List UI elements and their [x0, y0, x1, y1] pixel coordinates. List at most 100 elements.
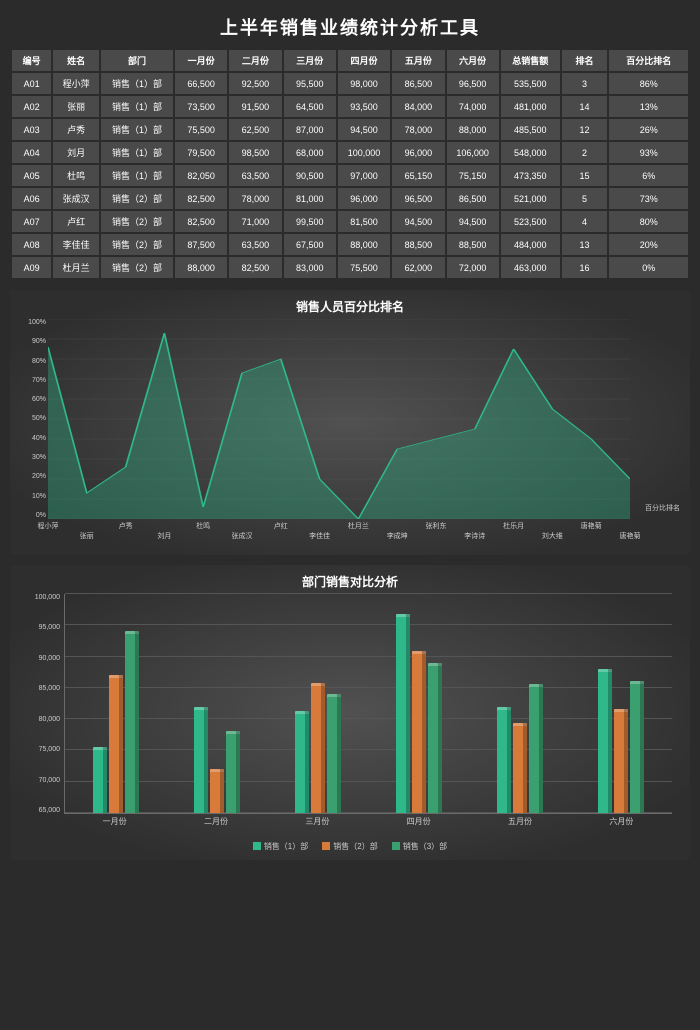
table-cell: 98,000	[338, 73, 390, 94]
table-cell: 63,500	[229, 234, 281, 255]
table-cell: 74,000	[447, 96, 499, 117]
table-cell: 80%	[609, 211, 688, 232]
table-cell: 82,500	[229, 257, 281, 278]
line-chart-xtick: 杜月兰	[348, 521, 369, 531]
table-cell: 卢红	[53, 211, 99, 232]
table-cell: 销售（1）部	[101, 165, 173, 186]
line-chart-xtick: 张成汉	[232, 531, 253, 541]
bar	[396, 614, 410, 813]
table-cell: 78,000	[392, 119, 444, 140]
table-cell: 销售（1）部	[101, 142, 173, 163]
table-cell: 83,000	[284, 257, 336, 278]
table-cell: 473,350	[501, 165, 560, 186]
table-cell: 81,500	[338, 211, 390, 232]
bar-group	[598, 669, 644, 813]
bar	[412, 651, 426, 813]
table-row: A07卢红销售（2）部82,50071,00099,50081,50094,50…	[12, 211, 688, 232]
table-header-cell: 姓名	[53, 50, 99, 71]
table-cell: 66,500	[175, 73, 227, 94]
table-cell: 93%	[609, 142, 688, 163]
table-cell: 94,500	[392, 211, 444, 232]
table-header-cell: 一月份	[175, 50, 227, 71]
bar-chart-plot	[64, 594, 672, 814]
table-cell: 94,500	[338, 119, 390, 140]
line-chart-plot	[48, 319, 630, 519]
table-cell: 6%	[609, 165, 688, 186]
table-cell: 82,500	[175, 188, 227, 209]
table-cell: 88,500	[447, 234, 499, 255]
table-cell: 96,500	[447, 73, 499, 94]
table-cell: 销售（1）部	[101, 96, 173, 117]
table-cell: 张成汉	[53, 188, 99, 209]
line-chart-title: 销售人员百分比排名	[20, 298, 680, 315]
bar-chart-xtick: 四月份	[407, 816, 431, 827]
page-title: 上半年销售业绩统计分析工具	[10, 8, 690, 48]
legend-item: 销售（3）部	[392, 841, 447, 852]
table-cell: 63,500	[229, 165, 281, 186]
table-header-row: 编号姓名部门一月份二月份三月份四月份五月份六月份总销售额排名百分比排名	[12, 50, 688, 71]
table-cell: 87,000	[284, 119, 336, 140]
bar	[194, 707, 208, 813]
table-cell: 78,000	[229, 188, 281, 209]
line-chart-xtick: 李诗诗	[464, 531, 485, 541]
table-header-cell: 排名	[562, 50, 608, 71]
table-cell: 销售（2）部	[101, 257, 173, 278]
line-chart-xtick: 卢红	[274, 521, 288, 531]
table-cell: 刘月	[53, 142, 99, 163]
table-cell: 86,500	[392, 73, 444, 94]
table-cell: 64,500	[284, 96, 336, 117]
table-cell: 463,000	[501, 257, 560, 278]
table-cell: 88,000	[447, 119, 499, 140]
table-cell: 82,050	[175, 165, 227, 186]
table-cell: 71,000	[229, 211, 281, 232]
table-cell: 销售（1）部	[101, 119, 173, 140]
table-cell: A02	[12, 96, 51, 117]
line-chart-xtick: 李成坤	[387, 531, 408, 541]
bar-chart-xtick: 六月份	[609, 816, 633, 827]
line-chart-xtick: 杜鸣	[196, 521, 210, 531]
table-cell: 2	[562, 142, 608, 163]
bar	[529, 684, 543, 813]
bar	[513, 723, 527, 814]
table-cell: 95,500	[284, 73, 336, 94]
line-chart-xtick: 张丽	[80, 531, 94, 541]
bar-chart-xaxis: 一月份二月份三月份四月份五月份六月份	[64, 816, 672, 830]
table-cell: 96,500	[392, 188, 444, 209]
table-header-cell: 二月份	[229, 50, 281, 71]
bar-chart-xtick: 五月份	[508, 816, 532, 827]
table-cell: 4	[562, 211, 608, 232]
line-chart-xtick: 程小萍	[38, 521, 59, 531]
line-chart-xtick: 李佳佳	[309, 531, 330, 541]
table-cell: 65,150	[392, 165, 444, 186]
bar-chart-xtick: 一月份	[103, 816, 127, 827]
table-header-cell: 五月份	[392, 50, 444, 71]
table-cell: 62,000	[392, 257, 444, 278]
table-header-cell: 编号	[12, 50, 51, 71]
line-chart-xtick: 刘月	[157, 531, 171, 541]
table-cell: 68,000	[284, 142, 336, 163]
line-chart: 100%90%80%70%60%50%40%30%20%10%0% 百分比排名 …	[20, 319, 680, 549]
bar-chart-legend: 销售（1）部销售（2）部销售（3）部	[20, 838, 680, 854]
line-chart-xtick: 杜乐月	[503, 521, 524, 531]
bar-group	[497, 684, 543, 813]
table-cell: 62,500	[229, 119, 281, 140]
table-cell: A03	[12, 119, 51, 140]
table-cell: 73%	[609, 188, 688, 209]
line-chart-yaxis: 100%90%80%70%60%50%40%30%20%10%0%	[20, 319, 46, 519]
table-cell: 67,500	[284, 234, 336, 255]
table-cell: 卢秀	[53, 119, 99, 140]
table-header-cell: 六月份	[447, 50, 499, 71]
table-row: A03卢秀销售（1）部75,50062,50087,00094,50078,00…	[12, 119, 688, 140]
bar-group	[396, 614, 442, 813]
legend-item: 销售（2）部	[322, 841, 377, 852]
table-cell: 485,500	[501, 119, 560, 140]
table-cell: A06	[12, 188, 51, 209]
table-header-cell: 百分比排名	[609, 50, 688, 71]
table-cell: 75,500	[338, 257, 390, 278]
table-cell: 72,000	[447, 257, 499, 278]
table-cell: 75,150	[447, 165, 499, 186]
line-chart-xtick: 唐艳菊	[581, 521, 602, 531]
table-row: A09杜月兰销售（2）部88,00082,50083,00075,50062,0…	[12, 257, 688, 278]
line-chart-xtick: 唐艳菊	[620, 531, 641, 541]
table-cell: 99,500	[284, 211, 336, 232]
